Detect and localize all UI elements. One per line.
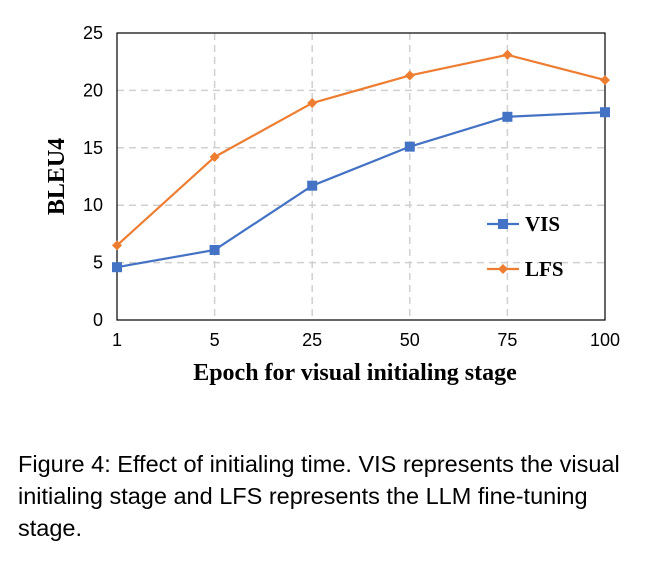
x-tick-labels: 1 5 25 50 75 100 [112, 330, 620, 350]
legend-marker-lfs [498, 264, 508, 274]
data-point-vis [307, 180, 318, 191]
data-point-lfs [600, 75, 610, 86]
data-point-vis [209, 244, 220, 255]
series-line-vis [116, 111, 606, 269]
data-point-lfs [307, 98, 318, 109]
legend: VIS LFS [487, 212, 564, 281]
series-markers [112, 49, 610, 273]
y-tick-labels: 0 5 10 15 20 25 [83, 23, 103, 330]
x-axis-title: Epoch for visual initialing stage [193, 360, 517, 386]
data-point-lfs [502, 49, 513, 60]
data-point-lfs [209, 151, 220, 162]
x-tick-label: 25 [302, 330, 322, 350]
legend-label-lfs: LFS [525, 257, 564, 281]
legend-label-vis: VIS [525, 212, 560, 236]
series-line-lfs [116, 53, 606, 247]
data-point-vis [502, 111, 513, 122]
x-tick-label: 1 [112, 330, 122, 350]
data-point-vis [404, 141, 415, 152]
y-tick-label: 10 [83, 195, 103, 215]
y-tick-label: 0 [93, 310, 103, 330]
y-axis-title: BLEU4 [44, 138, 70, 215]
y-tick-label: 5 [93, 253, 103, 273]
y-tick-label: 20 [83, 80, 103, 100]
y-tick-label: 15 [83, 138, 103, 158]
legend-marker-vis [498, 219, 508, 229]
figure-caption: Figure 4: Effect of initialing time. VIS… [18, 451, 620, 541]
y-tick-label: 25 [83, 23, 103, 43]
x-tick-label: 100 [590, 330, 620, 350]
x-tick-label: 50 [400, 330, 420, 350]
grid-lines [117, 33, 605, 320]
data-point-lfs [112, 240, 122, 251]
series-lines [116, 53, 606, 269]
data-point-vis [600, 107, 610, 118]
x-tick-label: 5 [210, 330, 220, 350]
x-tick-label: 75 [497, 330, 517, 350]
data-point-lfs [404, 70, 415, 81]
plot-area-frame [116, 32, 606, 321]
data-point-vis [112, 262, 122, 273]
